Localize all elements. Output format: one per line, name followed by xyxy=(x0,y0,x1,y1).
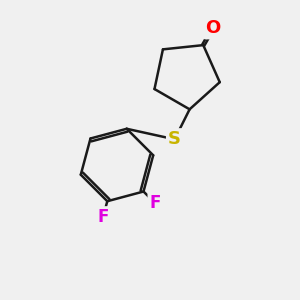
Text: F: F xyxy=(97,208,109,226)
Text: F: F xyxy=(149,194,161,212)
Text: S: S xyxy=(168,130,181,148)
Text: O: O xyxy=(206,19,220,37)
